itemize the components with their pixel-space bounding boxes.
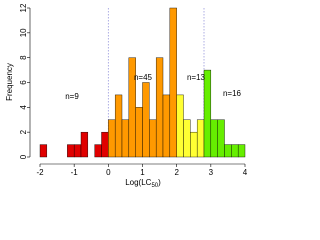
annotation: n=16 (223, 89, 242, 98)
bar (210, 119, 218, 158)
bar (231, 144, 239, 158)
annotation: n=13 (187, 73, 206, 82)
annotation: n=45 (134, 73, 153, 82)
x-tick-label: 0 (106, 168, 111, 177)
bar (142, 82, 150, 158)
x-tick-label: 1 (140, 168, 145, 177)
bar (169, 7, 177, 158)
x-label-part: ) (158, 178, 161, 187)
y-tick-label: 12 (19, 3, 28, 12)
x-tick-label: -1 (71, 168, 79, 177)
bar (162, 94, 171, 158)
bar (224, 144, 232, 158)
bar (108, 119, 116, 158)
bar (80, 131, 89, 158)
bar (114, 94, 123, 158)
x-axis-label: Log(LC50) (125, 178, 161, 188)
bar (155, 57, 164, 158)
x-label-subscript: 50 (151, 183, 158, 189)
bar (237, 144, 246, 158)
bar (94, 144, 102, 158)
x-tick-label: 3 (209, 168, 214, 177)
x-tick-label: 2 (174, 168, 179, 177)
y-tick-label: 8 (19, 55, 28, 60)
bar (39, 144, 48, 158)
bar (67, 144, 75, 158)
bar (101, 131, 109, 158)
x-tick-label: 4 (243, 168, 248, 177)
y-tick-label: 0 (19, 154, 28, 159)
x-label-part: Log(LC (125, 178, 151, 187)
y-tick-label: 4 (19, 105, 28, 110)
bar (135, 107, 143, 158)
annotation: n=9 (65, 92, 79, 101)
bar (217, 119, 225, 158)
y-tick-label: 2 (19, 129, 28, 134)
bar (196, 119, 205, 158)
bar (183, 119, 191, 158)
bar (149, 119, 157, 158)
y-tick-label: 10 (19, 28, 28, 37)
x-tick-label: -2 (36, 168, 44, 177)
bar (203, 69, 212, 158)
bar (121, 119, 130, 158)
bar (190, 131, 198, 158)
bar (176, 94, 184, 158)
y-tick-label: 6 (19, 80, 28, 85)
bar (73, 144, 82, 158)
y-axis-label: Frequency (5, 63, 14, 101)
